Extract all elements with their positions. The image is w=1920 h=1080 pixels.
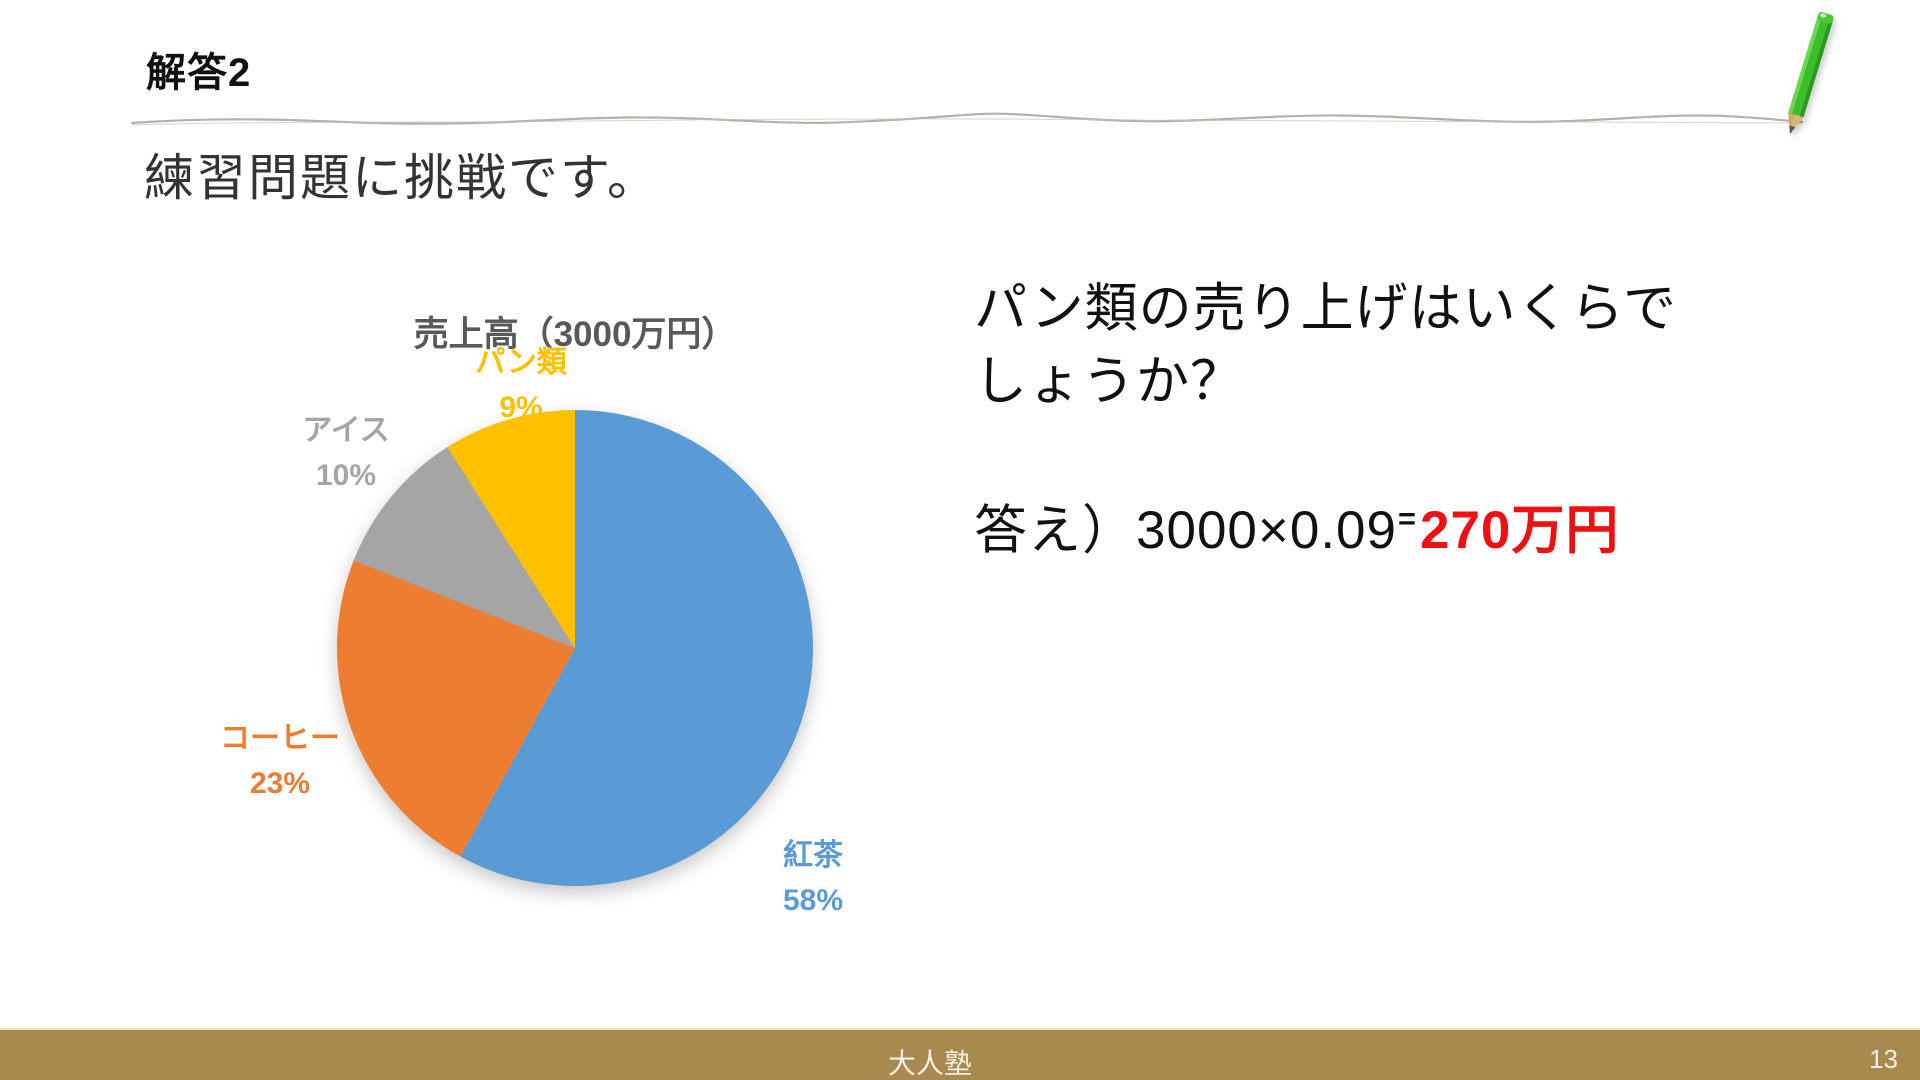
pie-chart	[336, 410, 813, 886]
pie-label-ice-name: アイス	[302, 414, 390, 447]
slide-title: 解答2	[146, 51, 252, 95]
pie-slice-4	[447, 410, 575, 648]
question-line-1: パン類の売り上げはいくらで	[974, 279, 1678, 338]
pie-label-coffee-name: コーヒー	[220, 722, 340, 755]
slide-subtitle: 練習問題に挑戦です。	[144, 150, 659, 206]
pie-slice-1	[460, 410, 813, 886]
chart-title: 売上高（3000万円）	[413, 315, 737, 354]
pie-label-tea-pct: 58%	[782, 884, 844, 917]
footer-bar: 大人塾 13	[0, 1028, 1920, 1080]
footer-site-label: 大人塾	[887, 1048, 973, 1079]
pie-label-tea-name: 紅茶	[782, 839, 843, 872]
answer-value: 270万円	[1419, 501, 1620, 560]
answer-text: 答え）3000×0.09=270万円	[974, 488, 1834, 564]
pie-label-ice: アイス 10%	[302, 408, 390, 498]
pie-label-tea: 紅茶 58%	[783, 833, 843, 923]
pie-label-coffee: コーヒー 23%	[220, 716, 340, 806]
pie-label-pan: パン類 9%	[475, 340, 567, 430]
pencil-icon	[1788, 12, 1834, 134]
pie-label-ice-pct: 10%	[315, 459, 377, 492]
pie-slice-3	[353, 447, 575, 648]
pie-label-pan-name: パン類	[475, 346, 567, 379]
answer-prefix: 答え）3000×0.09	[974, 501, 1398, 560]
answer-equals-sign: =	[1398, 501, 1417, 537]
question-line-2: しょうか？	[974, 352, 1244, 411]
hand-drawn-divider-line	[130, 112, 1804, 126]
pie-slice-2	[336, 560, 575, 857]
pie-label-pan-pct: 9%	[499, 391, 543, 424]
pie-label-coffee-pct: 23%	[249, 767, 311, 800]
page-number: 13	[1869, 1044, 1898, 1074]
question-text: パン類の売り上げはいくらで しょうか？	[974, 272, 1804, 418]
